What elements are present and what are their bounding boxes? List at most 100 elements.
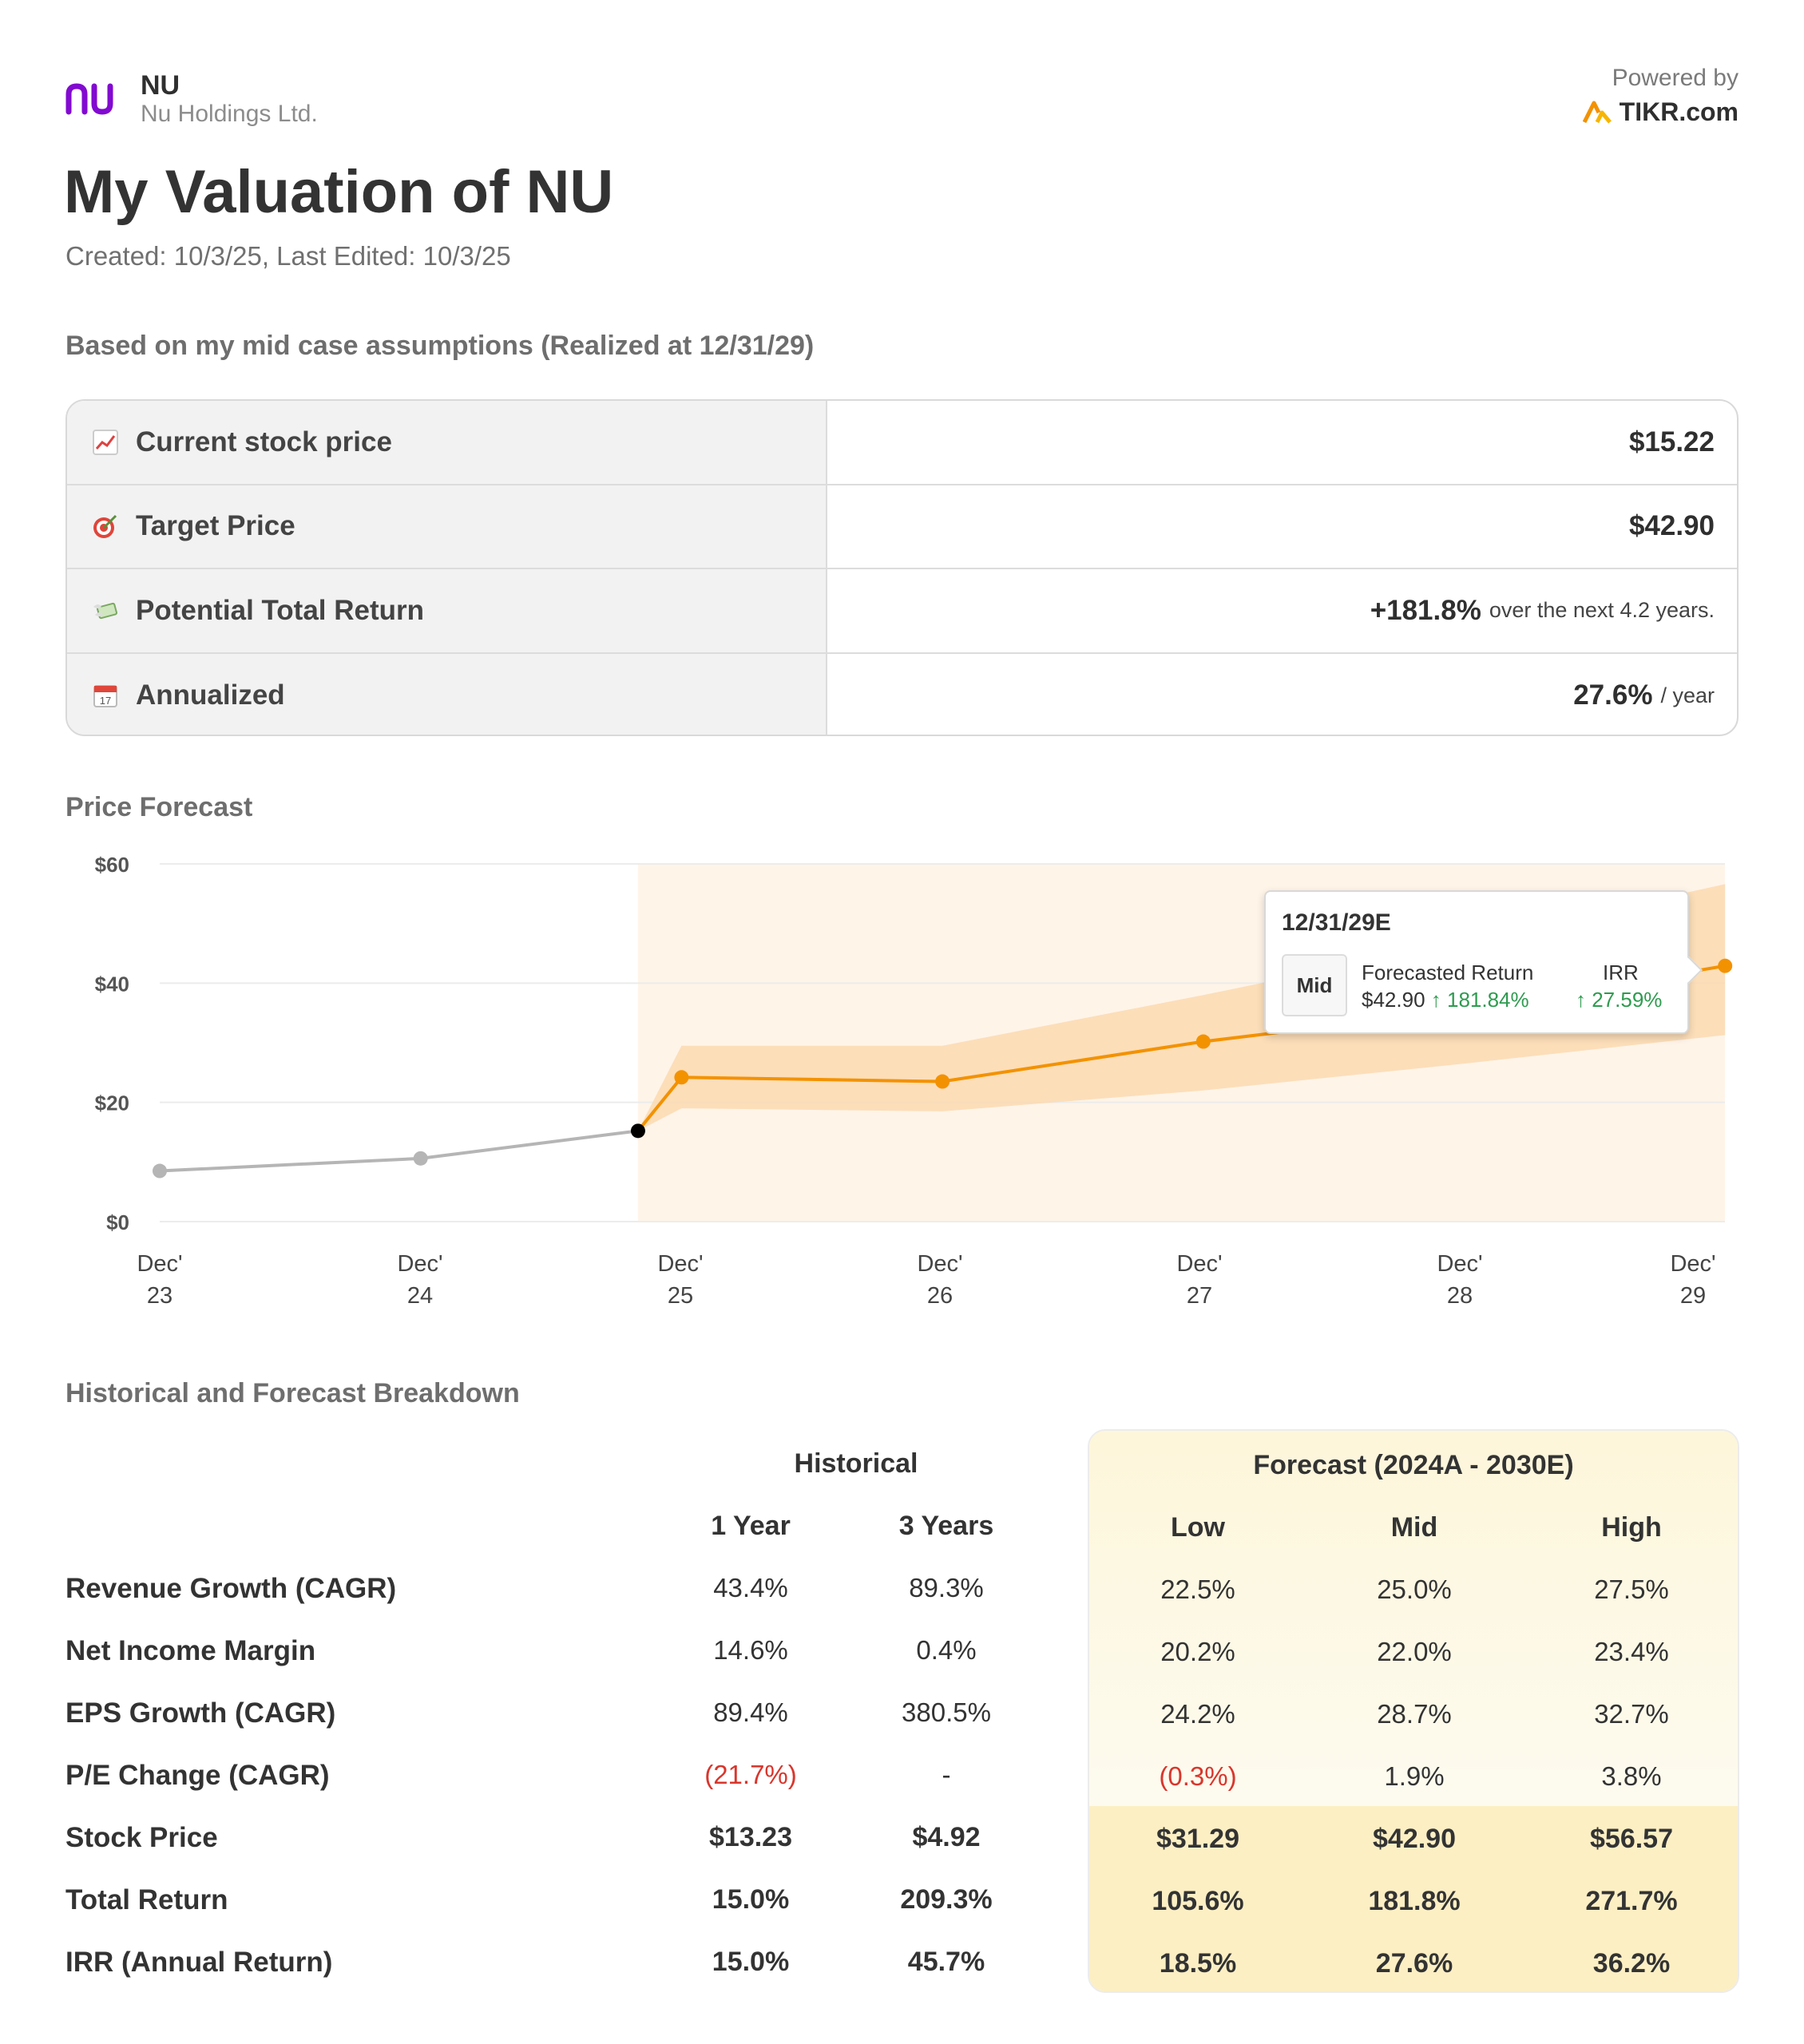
total-return-value: +181.8% <box>1370 594 1481 626</box>
tooltip-irr-header: IRR <box>1603 961 1639 984</box>
tikr-brand-label: TIKR.com <box>1619 97 1739 126</box>
powered-by-label: Powered by <box>1612 65 1739 91</box>
tooltip-date: 12/31/29E <box>1282 909 1391 936</box>
tooltip-price: $42.90 <box>1362 988 1425 1012</box>
svg-text:17: 17 <box>100 695 111 707</box>
y-tick-label: $20 <box>95 1091 129 1115</box>
table-cell: 14.6% <box>713 1635 788 1665</box>
historical-header: Historical <box>794 1448 918 1479</box>
table-cell: 27.6% <box>1375 1948 1453 1979</box>
price-forecast-heading: Price Forecast <box>65 792 253 822</box>
table-cell: 25.0% <box>1377 1575 1452 1604</box>
table-cell: $56.57 <box>1590 1824 1673 1854</box>
created-edited-dates: Created: 10/3/25, Last Edited: 10/3/25 <box>65 241 511 271</box>
chart-tooltip: 12/31/29E Mid Forecasted Return IRR $42.… <box>1264 890 1703 1034</box>
table-cell: 22.0% <box>1377 1637 1452 1666</box>
table-cell: 45.7% <box>907 1947 985 1977</box>
x-tick-label: Dec' <box>917 1251 962 1277</box>
tikr-logo-icon <box>1582 101 1612 124</box>
historical-point <box>413 1151 428 1166</box>
table-cell: 24.2% <box>1160 1699 1235 1729</box>
tooltip-case-badge: Mid <box>1282 954 1347 1016</box>
table-cell: $13.23 <box>709 1822 792 1852</box>
row-label: Net Income Margin <box>65 1635 316 1666</box>
table-cell: 32.7% <box>1594 1699 1669 1729</box>
row-label: Revenue Growth (CAGR) <box>65 1573 397 1604</box>
table-cell: 380.5% <box>902 1697 991 1727</box>
col-mid: Mid <box>1390 1512 1438 1543</box>
ticker-symbol: NU <box>141 70 180 101</box>
table-cell: 89.4% <box>713 1697 788 1727</box>
x-tick-label: 25 <box>668 1283 693 1309</box>
table-cell: 27.5% <box>1594 1575 1669 1604</box>
table-cell: 15.0% <box>712 1884 790 1915</box>
table-cell: (21.7%) <box>704 1760 797 1789</box>
chart-up-icon <box>91 428 120 457</box>
summary-label: Target Price <box>136 510 295 542</box>
forecast-panel-bottom <box>1089 1806 1738 1991</box>
summary-label: Potential Total Return <box>136 594 425 626</box>
money-wings-icon <box>91 596 120 625</box>
target-icon <box>91 512 120 541</box>
summary-row-current-price: Current stock price $15.22 <box>67 401 1737 485</box>
tooltip-return-header: Forecasted Return <box>1362 961 1534 984</box>
table-cell: 105.6% <box>1152 1886 1244 1916</box>
x-tick-label: Dec' <box>397 1251 442 1277</box>
summary-label: Annualized <box>136 679 285 711</box>
powered-by: Powered by TIKR.com <box>1582 64 1739 128</box>
x-tick-label: Dec' <box>137 1251 182 1277</box>
table-cell: 209.3% <box>900 1884 993 1915</box>
y-tick-label: $0 <box>106 1210 129 1234</box>
breakdown-heading: Historical and Forecast Breakdown <box>65 1378 520 1408</box>
y-tick-label: $40 <box>95 972 129 996</box>
x-tick-label: 23 <box>147 1283 172 1309</box>
table-cell: 22.5% <box>1160 1575 1235 1604</box>
company-name: Nu Holdings Ltd. <box>141 101 318 127</box>
table-cell: (0.3%) <box>1159 1761 1237 1791</box>
tikr-brand[interactable]: TIKR.com <box>1582 96 1739 128</box>
row-label: Total Return <box>65 1884 228 1915</box>
table-cell: $42.90 <box>1373 1824 1456 1854</box>
forecast-point <box>1195 1034 1211 1049</box>
table-cell: 0.4% <box>916 1635 977 1665</box>
nu-logo-icon <box>65 83 113 115</box>
tooltip-return-value: $42.90 ↑ 181.84% <box>1362 988 1529 1012</box>
x-tick-label: Dec' <box>1176 1251 1222 1277</box>
table-cell: 28.7% <box>1377 1699 1452 1729</box>
summary-row-total-return: Potential Total Return +181.8% over the … <box>67 569 1737 654</box>
total-return-suffix: over the next 4.2 years. <box>1489 598 1715 623</box>
target-price-value: $42.90 <box>1628 510 1715 542</box>
x-tick-label: 28 <box>1447 1283 1473 1309</box>
calendar-icon: 17 <box>91 681 120 710</box>
x-tick-label: 26 <box>927 1283 953 1309</box>
row-label: P/E Change (CAGR) <box>65 1760 330 1791</box>
y-tick-label: $60 <box>95 853 129 877</box>
table-cell: 23.4% <box>1594 1637 1669 1666</box>
summary-label: Current stock price <box>136 426 392 458</box>
x-tick-label: 24 <box>407 1283 433 1309</box>
table-cell: - <box>942 1760 951 1789</box>
summary-row-target-price: Target Price $42.90 <box>67 485 1737 569</box>
annualized-value: 27.6% <box>1573 679 1653 711</box>
row-label: EPS Growth (CAGR) <box>65 1697 336 1729</box>
page-title: My Valuation of NU <box>64 158 614 226</box>
col-1-year: 1 Year <box>711 1511 791 1541</box>
assumptions-heading: Based on my mid case assumptions (Realiz… <box>65 331 815 361</box>
table-cell: 43.4% <box>713 1573 788 1602</box>
table-cell: 1.9% <box>1384 1761 1445 1791</box>
col-3-years: 3 Years <box>898 1511 994 1541</box>
table-cell: 18.5% <box>1159 1948 1237 1979</box>
table-cell: $31.29 <box>1156 1824 1239 1854</box>
tooltip-return-pct: ↑ 181.84% <box>1430 988 1529 1012</box>
x-tick-label: Dec' <box>657 1251 703 1277</box>
col-low: Low <box>1171 1512 1225 1543</box>
table-cell: 181.8% <box>1368 1886 1461 1916</box>
valuation-summary-table: Current stock price $15.22 Target Price … <box>65 399 1739 736</box>
table-cell: 89.3% <box>909 1573 984 1602</box>
forecast-point <box>935 1074 950 1089</box>
summary-row-annualized: 17 Annualized 27.6% / year <box>67 653 1737 735</box>
x-tick-label: 27 <box>1187 1283 1212 1309</box>
forecast-point <box>1718 958 1733 973</box>
table-cell: 271.7% <box>1585 1886 1678 1916</box>
forecast-panel <box>1088 1429 1739 1993</box>
